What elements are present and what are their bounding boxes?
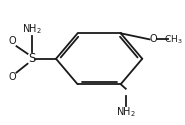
Text: S: S	[28, 52, 36, 65]
Text: CH$_3$: CH$_3$	[164, 33, 183, 46]
Text: O: O	[149, 34, 157, 44]
Text: NH$_2$: NH$_2$	[22, 22, 42, 36]
Text: O: O	[8, 72, 16, 83]
Text: NH$_2$: NH$_2$	[116, 106, 136, 119]
Text: O: O	[8, 36, 16, 46]
